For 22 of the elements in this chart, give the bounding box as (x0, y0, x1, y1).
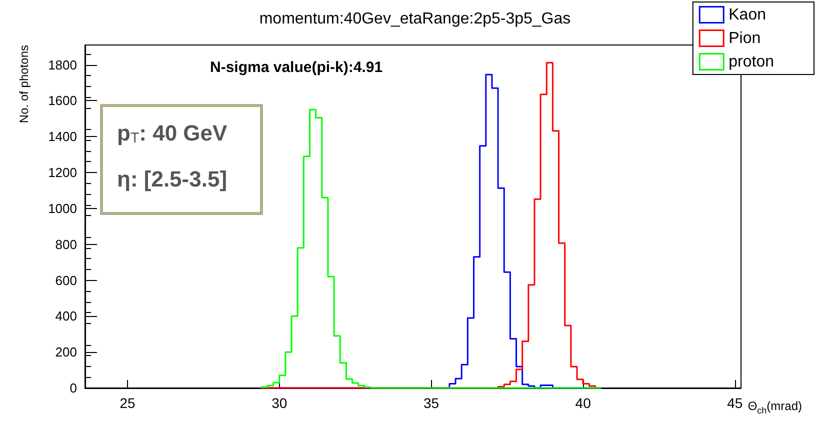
chart-title: momentum:40Gev_etaRange:2p5-3p5_Gas (259, 10, 571, 28)
y-axis-title: No. of photons (17, 45, 31, 124)
annotation: N-sigma value(pi-k):4.91 (210, 59, 383, 76)
y-tick-label: 1800 (48, 57, 77, 72)
legend-label: Kaon (728, 6, 766, 24)
y-tick-label: 400 (55, 308, 77, 324)
y-tick-label: 1200 (48, 165, 77, 180)
y-tick-label: 1600 (48, 93, 77, 108)
x-tick-label: 45 (727, 395, 743, 411)
y-tick-label: 1400 (48, 129, 77, 144)
x-tick-label: 40 (575, 395, 592, 411)
annotation: η: [2.5-3.5] (117, 166, 228, 192)
y-tick-label: 200 (55, 344, 77, 360)
y-tick-label: 0 (70, 380, 77, 396)
x-tick-label: 35 (423, 395, 440, 411)
x-tick-label: 25 (120, 395, 136, 411)
y-tick-label: 800 (55, 236, 77, 252)
legend-label: Pion (728, 30, 761, 47)
y-tick-label: 1000 (48, 200, 77, 216)
x-tick-label: 30 (272, 395, 288, 411)
y-tick-label: 600 (55, 272, 77, 288)
legend-label: proton (728, 53, 774, 70)
